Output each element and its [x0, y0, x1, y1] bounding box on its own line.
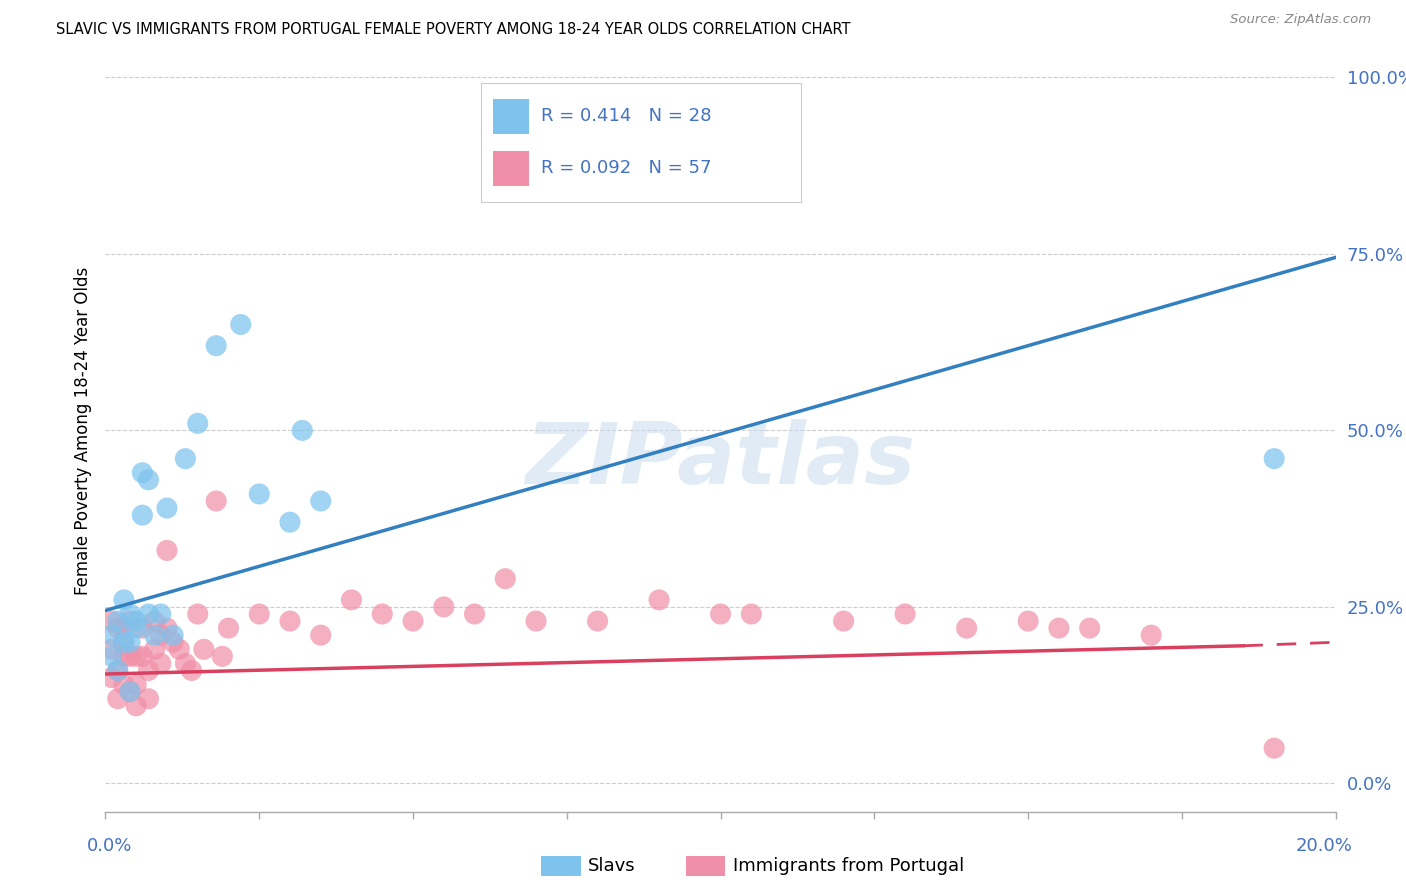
Point [138, 691, 160, 706]
Point [187, 607, 209, 621]
Point [112, 635, 135, 649]
Point [524, 614, 547, 628]
Point [138, 664, 160, 678]
Point [464, 607, 486, 621]
Point [1140, 628, 1163, 642]
Point [229, 318, 252, 332]
Point [1263, 741, 1285, 756]
Point [112, 678, 135, 692]
Y-axis label: Female Poverty Among 18-24 Year Olds: Female Poverty Among 18-24 Year Olds [73, 267, 91, 594]
Point [100, 671, 122, 685]
Text: Immigrants from Portugal: Immigrants from Portugal [733, 857, 963, 875]
Point [894, 607, 917, 621]
Point [247, 607, 270, 621]
Point [120, 684, 141, 698]
Text: ZIPatlas: ZIPatlas [526, 419, 915, 502]
Text: Source: ZipAtlas.com: Source: ZipAtlas.com [1230, 13, 1371, 27]
Point [125, 614, 148, 628]
Point [120, 635, 141, 649]
Point [112, 621, 135, 635]
Point [180, 664, 202, 678]
Point [120, 649, 141, 664]
Point [107, 664, 129, 678]
Point [156, 543, 179, 558]
Point [107, 664, 129, 678]
Point [205, 494, 228, 508]
Point [402, 614, 425, 628]
Point [278, 614, 301, 628]
Point [100, 614, 122, 628]
Text: Slavs: Slavs [588, 857, 636, 875]
Point [1263, 451, 1285, 466]
Point [149, 657, 172, 671]
Point [956, 621, 979, 635]
Point [371, 607, 394, 621]
Point [309, 628, 332, 642]
Point [138, 473, 160, 487]
Point [162, 628, 184, 642]
Point [125, 678, 148, 692]
Point [131, 621, 153, 635]
Point [143, 642, 166, 657]
Point [131, 508, 153, 523]
Point [1047, 621, 1070, 635]
Point [138, 607, 160, 621]
Point [648, 592, 671, 607]
Point [309, 494, 332, 508]
Point [100, 628, 122, 642]
Point [125, 698, 148, 713]
Point [494, 572, 516, 586]
Point [247, 487, 270, 501]
Point [740, 607, 762, 621]
Point [187, 417, 209, 431]
Point [131, 649, 153, 664]
Point [710, 607, 733, 621]
Point [125, 621, 148, 635]
Point [107, 691, 129, 706]
Text: 20.0%: 20.0% [1296, 837, 1353, 855]
Point [586, 614, 609, 628]
Point [205, 339, 228, 353]
Point [1078, 621, 1101, 635]
Point [112, 649, 135, 664]
Point [149, 628, 172, 642]
Point [120, 607, 141, 621]
Point [211, 649, 233, 664]
Point [107, 621, 129, 635]
Point [120, 684, 141, 698]
Point [832, 614, 855, 628]
Point [1017, 614, 1039, 628]
Point [143, 628, 166, 642]
Point [193, 642, 215, 657]
Point [278, 515, 301, 529]
Point [131, 466, 153, 480]
Point [174, 451, 197, 466]
Point [143, 614, 166, 628]
Point [174, 657, 197, 671]
Text: 0.0%: 0.0% [87, 837, 132, 855]
Point [120, 614, 141, 628]
Point [162, 635, 184, 649]
Point [156, 621, 179, 635]
Point [169, 642, 191, 657]
Point [156, 501, 179, 516]
Point [125, 649, 148, 664]
Point [112, 635, 135, 649]
Point [100, 649, 122, 664]
Point [291, 424, 314, 438]
Point [340, 592, 363, 607]
Text: SLAVIC VS IMMIGRANTS FROM PORTUGAL FEMALE POVERTY AMONG 18-24 YEAR OLDS CORRELAT: SLAVIC VS IMMIGRANTS FROM PORTUGAL FEMAL… [56, 22, 851, 37]
Point [433, 599, 456, 614]
Point [149, 607, 172, 621]
Point [218, 621, 240, 635]
Point [107, 614, 129, 628]
Point [100, 642, 122, 657]
Point [112, 592, 135, 607]
